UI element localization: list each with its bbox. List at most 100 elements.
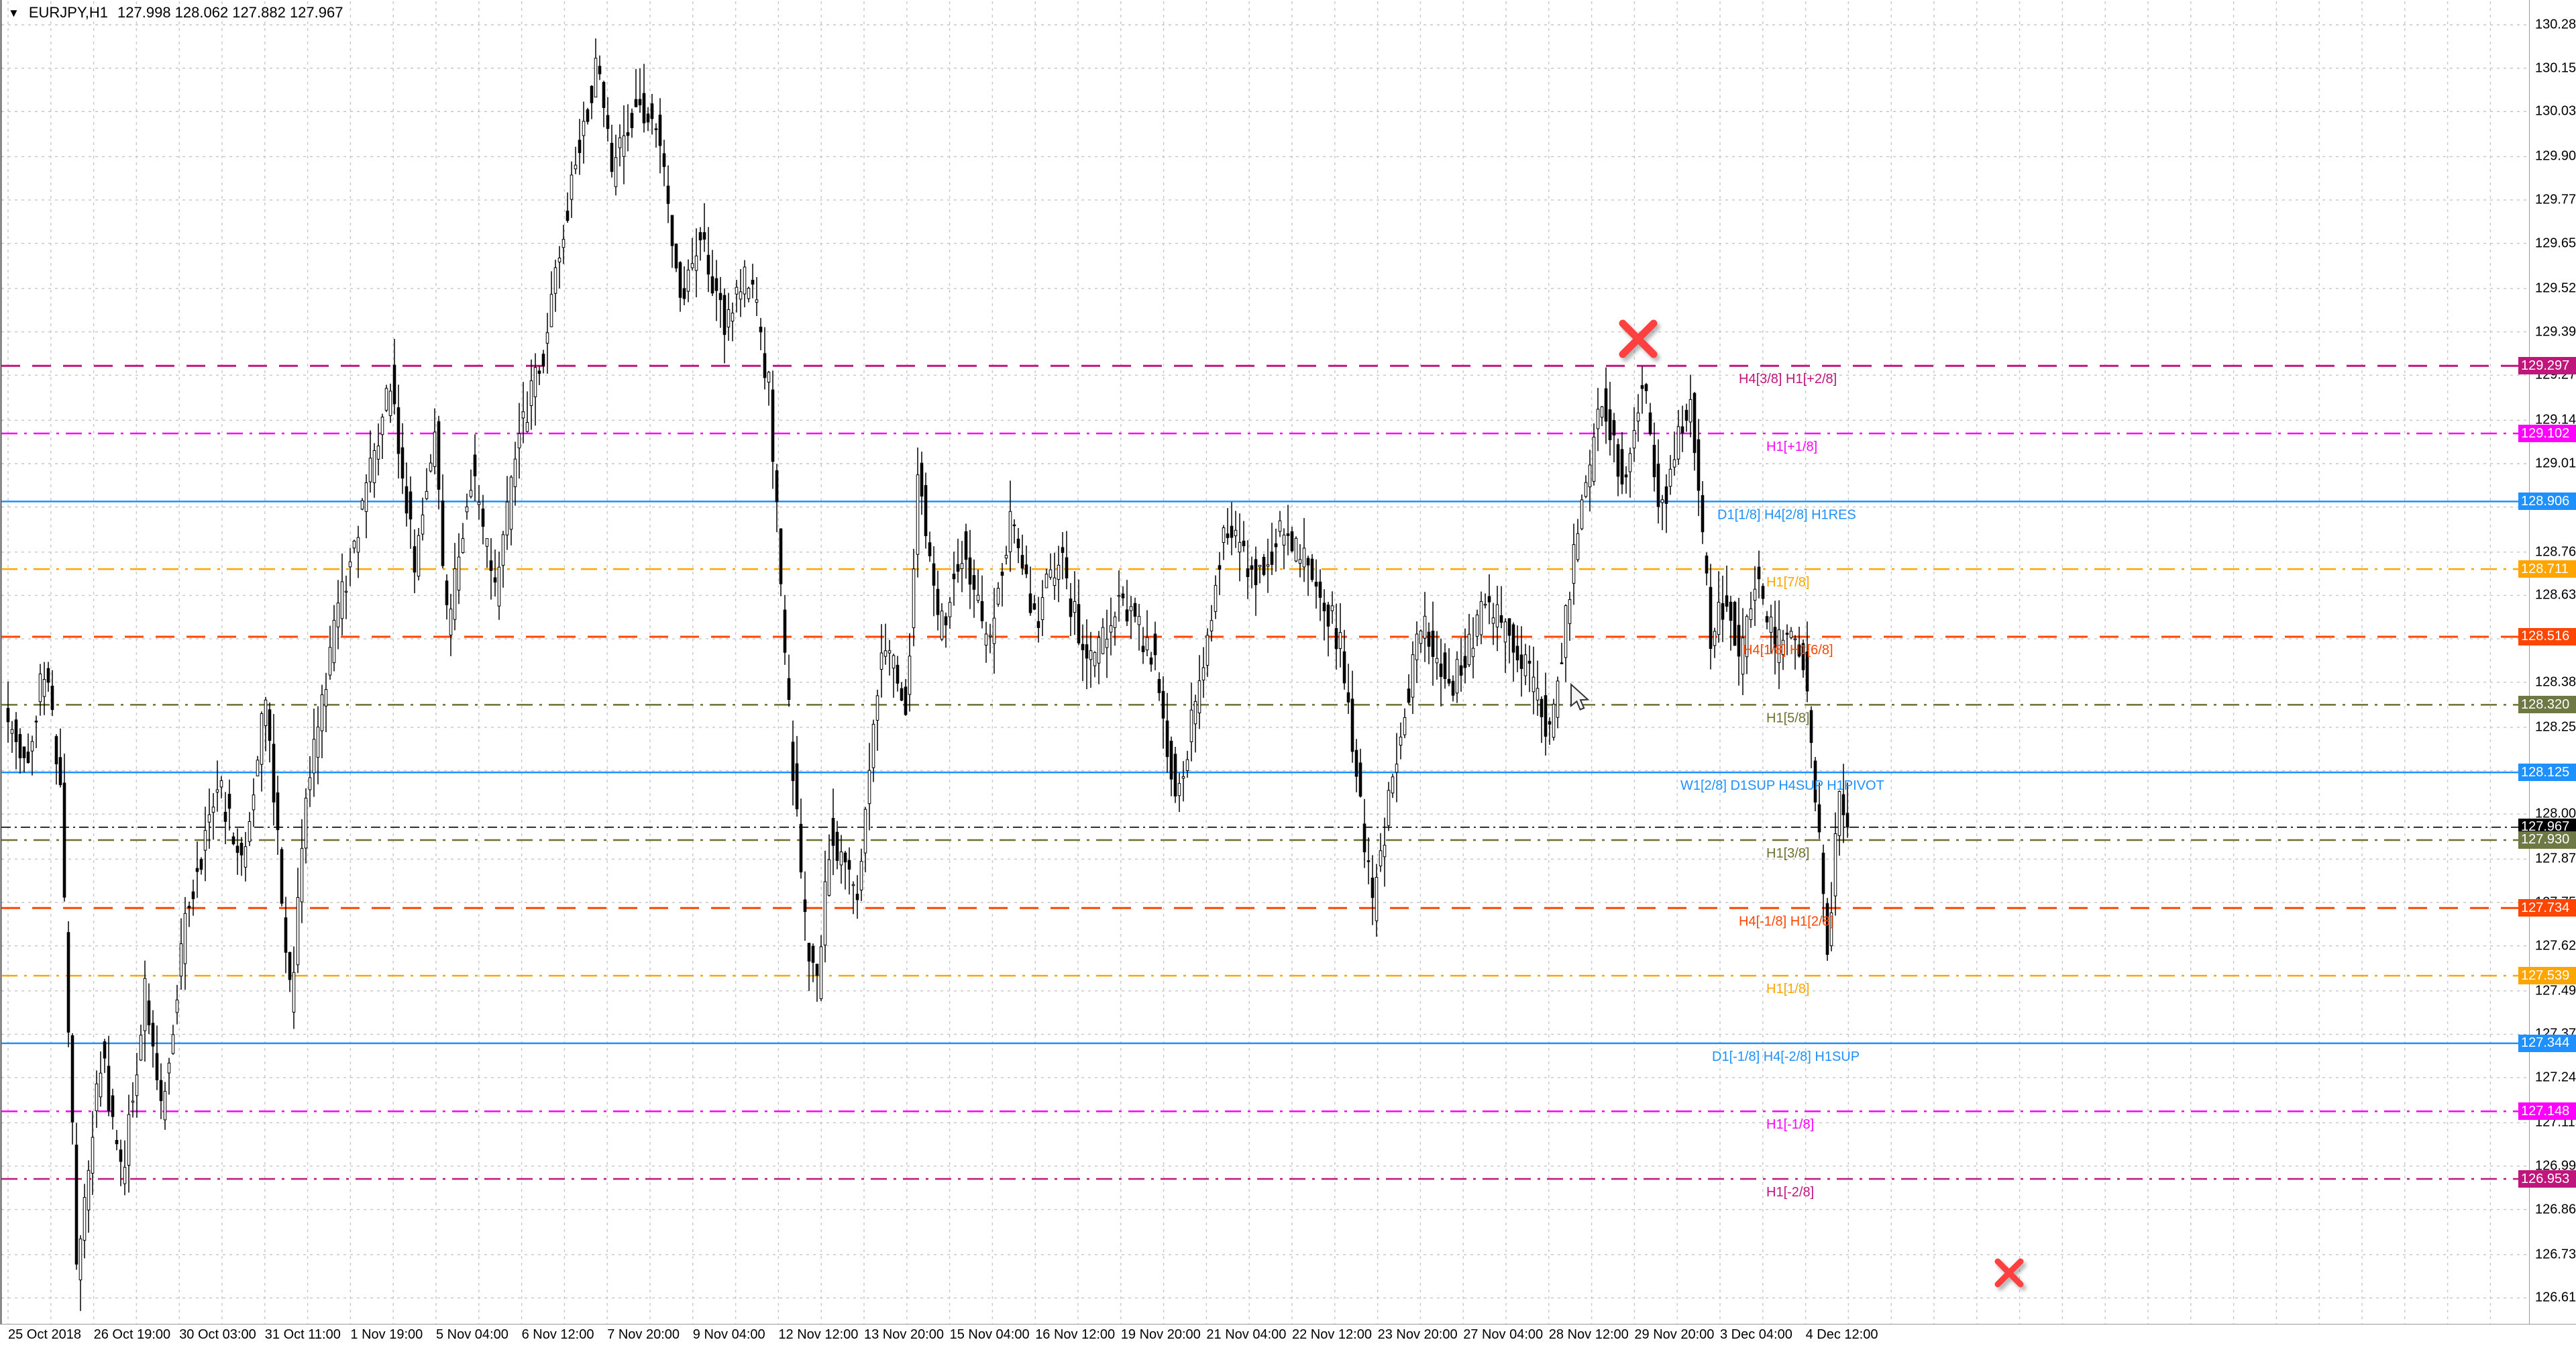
candle-body	[292, 972, 296, 1013]
candle-body	[1548, 721, 1552, 725]
candle-body	[1133, 603, 1137, 617]
candle-body	[1729, 601, 1733, 621]
candle-body	[706, 254, 710, 275]
candle-body	[561, 239, 566, 248]
sell-cross-bottom-icon	[1994, 1258, 2024, 1288]
candle-body	[284, 917, 288, 953]
candle-body	[1149, 657, 1153, 665]
candle-body	[352, 540, 356, 549]
candle-body	[497, 566, 501, 607]
candle-body	[1713, 631, 1717, 646]
candle-body	[1427, 631, 1431, 647]
candle-body	[1495, 604, 1499, 627]
candle-body	[163, 1090, 167, 1121]
candle-body	[1793, 638, 1797, 641]
price-tick: 128.760	[2535, 544, 2576, 560]
candle-body	[312, 739, 316, 774]
candle-body	[1109, 625, 1113, 633]
candle-body	[1781, 639, 1785, 656]
candle-body	[851, 884, 855, 886]
candle-body	[1358, 762, 1362, 797]
candle-body	[1833, 833, 1837, 896]
candle-body	[747, 288, 751, 299]
candle-body	[1145, 637, 1149, 651]
candle-body	[1628, 453, 1632, 472]
candle-body	[1487, 596, 1491, 603]
candle-body	[1008, 511, 1012, 552]
candle-body	[384, 388, 388, 411]
candle-body	[1129, 606, 1133, 611]
price-badge-128.125: 128.125	[2518, 764, 2576, 782]
candle-body	[771, 389, 775, 462]
candle-body	[87, 1170, 91, 1210]
candle-body	[1463, 656, 1467, 668]
candle-body	[195, 868, 199, 872]
candle-body	[710, 276, 714, 294]
mouse-cursor	[1570, 683, 1590, 711]
time-axis[interactable]: 25 Oct 2018 26 Oct 19:00 30 Oct 03:00 31 Oc…	[0, 1324, 2576, 1346]
candle-body	[960, 563, 964, 570]
price-tick: 129.650	[2535, 236, 2576, 251]
candle-body	[658, 114, 662, 146]
candle-body	[896, 664, 900, 684]
price-tick: 127.875	[2535, 851, 2576, 866]
candle-body	[91, 1137, 95, 1174]
candle-body	[248, 821, 252, 842]
price-tick: 126.610	[2535, 1290, 2576, 1305]
candle-body	[1081, 643, 1085, 651]
candle-body	[46, 668, 50, 683]
candle-body	[1721, 603, 1725, 620]
candle-body	[1672, 459, 1676, 468]
candle-body	[376, 446, 380, 460]
candle-body	[465, 506, 469, 513]
candle-body	[1737, 625, 1741, 657]
time-tick: 13 Nov 20:00	[864, 1327, 944, 1342]
candle-body	[936, 588, 940, 615]
candle-body	[396, 407, 400, 454]
candle-body	[570, 174, 574, 200]
candle-body	[1415, 633, 1419, 660]
candle-body	[892, 655, 896, 669]
time-tick: 15 Nov 04:00	[949, 1327, 1030, 1342]
candle-body	[328, 647, 332, 676]
candle-body	[1439, 663, 1443, 677]
candle-body	[183, 913, 187, 964]
candle-body	[1753, 588, 1757, 601]
candle-body	[686, 269, 690, 292]
candle-body	[1004, 555, 1008, 559]
candle-body	[875, 695, 879, 721]
level-label: H1[3/8]	[1766, 846, 1809, 861]
time-tick: 21 Nov 04:00	[1206, 1327, 1287, 1342]
level-label: H4[-1/8] H1[2/8]	[1739, 914, 1833, 929]
candle-body	[1620, 449, 1624, 484]
candlestick-series	[6, 38, 1849, 1311]
candle-body	[614, 157, 618, 187]
candle-body	[1431, 630, 1435, 657]
candle-body	[1270, 552, 1274, 565]
candle-body	[485, 538, 489, 547]
candle-body	[1499, 615, 1503, 623]
level-label: H4[3/8] H1[+2/8]	[1739, 372, 1837, 386]
candle-body	[1705, 556, 1709, 574]
candle-body	[1761, 586, 1765, 599]
price-axis[interactable]: 130.280 130.155 130.030 129.900 129.775 129.6…	[2518, 0, 2576, 1324]
candle-body	[139, 1035, 143, 1061]
candle-body	[1375, 877, 1379, 921]
candle-body	[972, 575, 976, 590]
candle-body	[714, 278, 718, 291]
candle-body	[904, 686, 908, 715]
candle-body	[1310, 558, 1314, 580]
symbol-dropdown-icon[interactable]: ▼	[8, 6, 19, 19]
candle-body	[453, 568, 457, 620]
price-badge-128.906: 128.906	[2518, 493, 2576, 511]
price-badge-129.102: 129.102	[2518, 425, 2576, 443]
candle-body	[1507, 618, 1511, 636]
candle-body	[268, 709, 272, 741]
candle-body	[1479, 601, 1483, 635]
candle-body	[690, 263, 694, 268]
candle-body	[356, 537, 360, 553]
candle-body	[759, 326, 763, 333]
price-tick: 126.735	[2535, 1247, 2576, 1262]
candle-body	[227, 794, 231, 809]
